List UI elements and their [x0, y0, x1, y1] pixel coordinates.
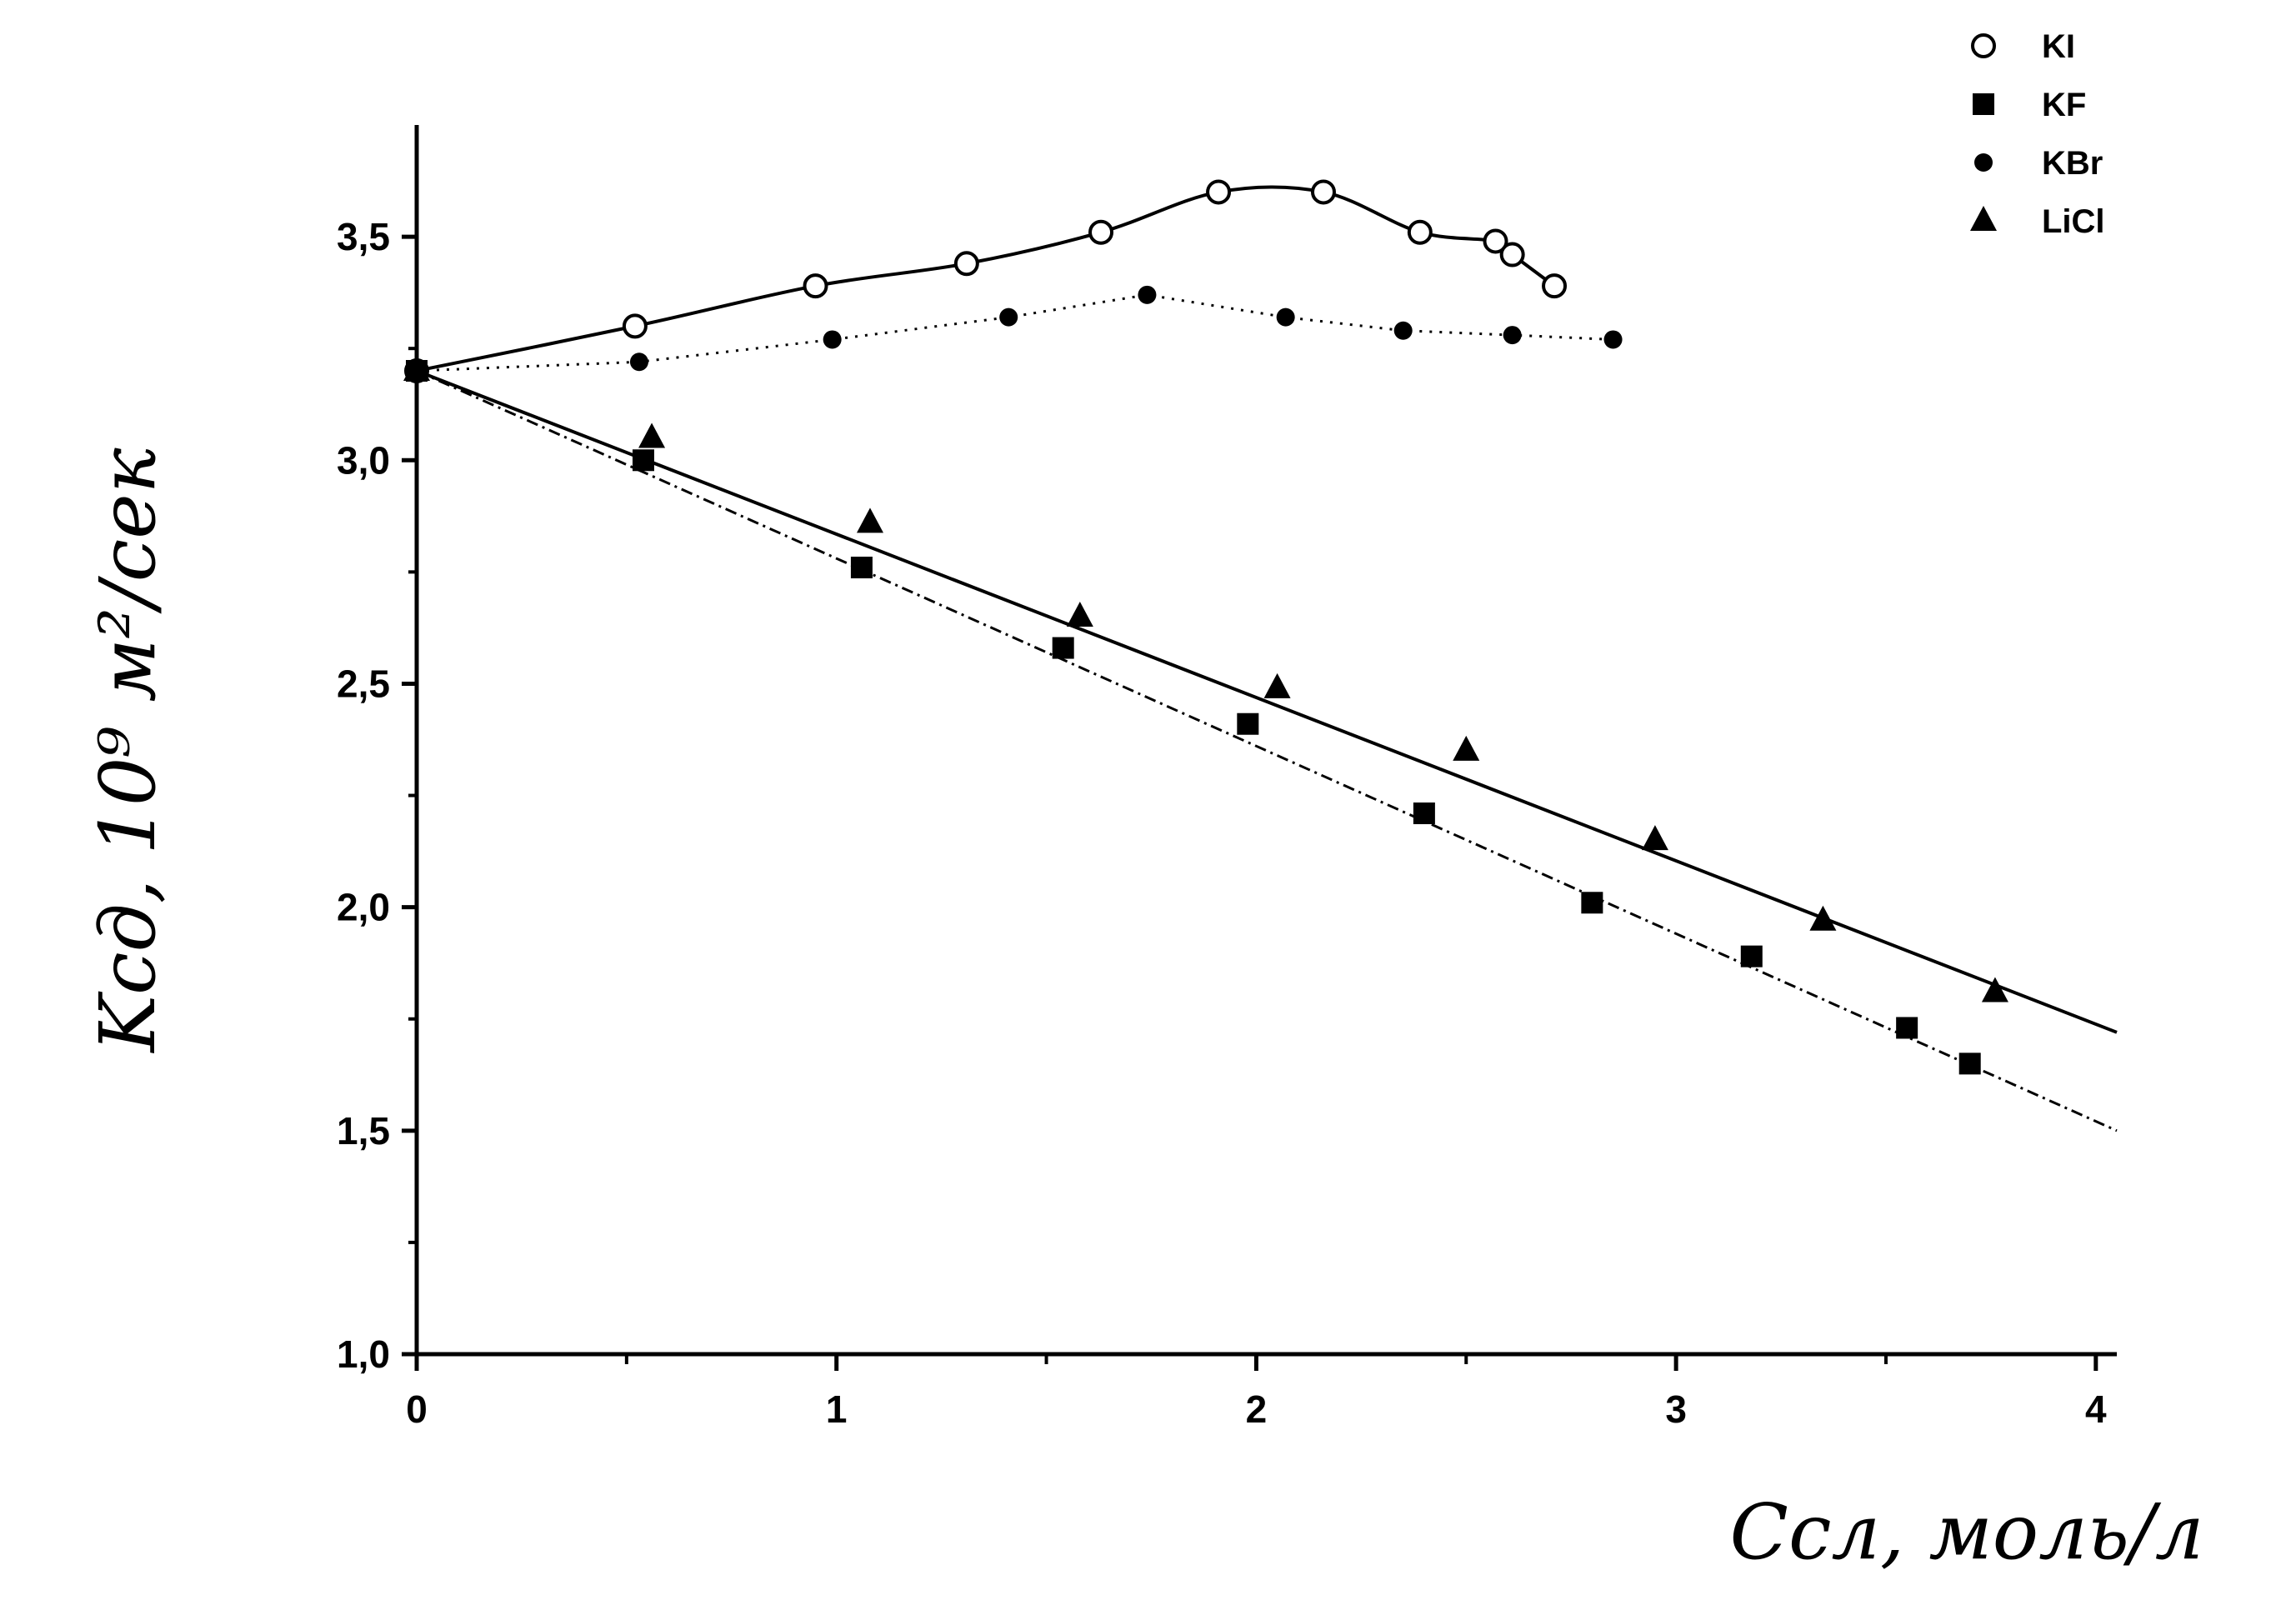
data-point-licl — [638, 422, 666, 448]
legend-item-kbr: KBr — [1974, 145, 2103, 182]
legend-item-licl: LiCl — [1970, 203, 2105, 240]
legend-label-licl: LiCl — [2042, 203, 2105, 240]
data-point-kf — [1896, 1017, 1918, 1039]
data-point-licl — [857, 508, 883, 533]
y-tick-label: 1,0 — [337, 1332, 390, 1376]
data-point-kf — [1237, 712, 1259, 735]
series-points — [403, 179, 2008, 1075]
series-line-ki — [416, 185, 1556, 372]
data-point-kbr — [1503, 326, 1522, 345]
x-tick-label: 0 — [406, 1388, 428, 1431]
data-point-licl — [1263, 672, 1291, 698]
data-point-kbr — [999, 308, 1018, 327]
data-point-kf — [1958, 1052, 1981, 1075]
y-tick-label: 3,5 — [337, 215, 390, 258]
legend-marker-kf — [1973, 93, 1994, 115]
legend-item-ki: KI — [1971, 28, 2075, 65]
axes — [414, 125, 2117, 1357]
data-point-kbr — [1603, 330, 1623, 349]
data-point-kbr — [1276, 308, 1295, 327]
data-point-ki — [622, 313, 648, 339]
legend-marker-kbr — [1974, 153, 1993, 172]
data-point-ki — [953, 251, 979, 277]
data-point-kf — [1413, 802, 1435, 824]
data-point-kbr — [823, 330, 842, 349]
data-point-ki — [1311, 179, 1336, 205]
y-tick-label: 1,5 — [337, 1109, 390, 1152]
data-point-kbr — [629, 352, 648, 372]
data-point-licl — [1453, 735, 1480, 761]
series-lines — [416, 185, 2118, 1132]
x-axis-title: Cсл, моль/л — [1730, 1488, 2204, 1577]
x-tick-label: 2 — [1246, 1388, 1268, 1431]
data-point-licl — [1981, 977, 2008, 1002]
x-ticks: 0 1 2 3 4 — [406, 1354, 2107, 1431]
data-point-ki — [1407, 219, 1433, 245]
series-line-licl — [416, 369, 2118, 1034]
legend-item-kf: KF — [1973, 87, 2086, 123]
data-point-licl — [1066, 602, 1093, 627]
y-ticks: 1,0 1,5 2,0 2,5 3,0 3,5 — [337, 215, 417, 1376]
data-point-licl — [1641, 825, 1668, 851]
data-point-kf — [850, 557, 873, 578]
data-point-ki — [803, 273, 828, 299]
data-point-ki — [1499, 242, 1525, 268]
data-point-ki — [1088, 219, 1114, 245]
data-point-ki — [1483, 228, 1508, 254]
data-point-kf — [1740, 945, 1763, 968]
data-point-kbr — [1138, 285, 1157, 304]
data-point-kf — [633, 449, 654, 472]
data-point-licl — [403, 356, 430, 381]
legend-label-kf: KF — [2042, 87, 2086, 123]
y-axis-title: Kсд, 10⁹ м²/сек — [83, 448, 173, 1053]
legend-label-ki: KI — [2042, 28, 2075, 65]
data-point-kbr — [1393, 321, 1413, 340]
y-tick-label: 3,0 — [337, 438, 390, 482]
data-point-ki — [1542, 273, 1568, 299]
y-tick-label: 2,5 — [337, 662, 390, 705]
legend-marker-ki — [1971, 33, 1996, 58]
y-tick-label: 2,0 — [337, 886, 390, 929]
legend-label-kbr: KBr — [2042, 145, 2103, 182]
legend-marker-licl — [1970, 206, 1997, 231]
legend: KI KF KBr LiCl — [1970, 28, 2105, 240]
x-tick-label: 3 — [1665, 1388, 1687, 1431]
data-point-kf — [1581, 892, 1603, 914]
series-line-kf — [416, 369, 2118, 1132]
x-tick-label: 1 — [826, 1388, 848, 1431]
data-point-kf — [1052, 637, 1074, 659]
x-tick-label: 4 — [2085, 1388, 2107, 1431]
data-point-ki — [1206, 179, 1232, 205]
data-point-licl — [1809, 905, 1837, 931]
